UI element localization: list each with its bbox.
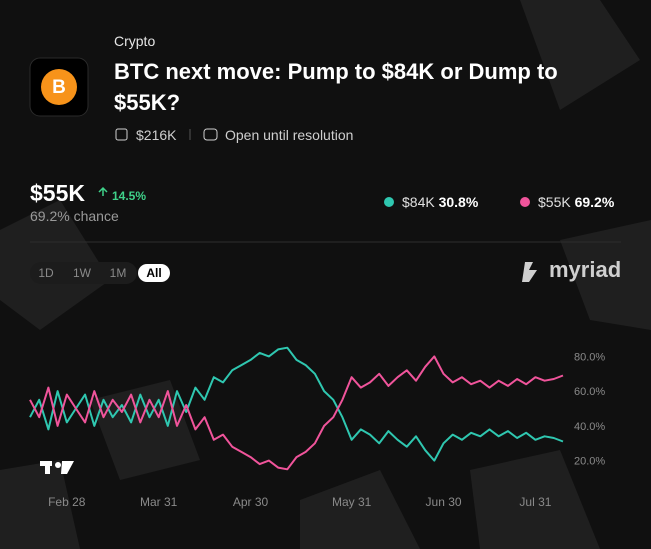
legend-entry[interactable]: $55K 69.2% bbox=[538, 194, 614, 210]
tab-group bbox=[30, 262, 137, 284]
brand: myriad bbox=[549, 257, 622, 282]
legend-dot bbox=[520, 197, 530, 207]
x-tick-label: Feb 28 bbox=[48, 495, 86, 509]
outcome-name: $55K bbox=[30, 180, 85, 206]
legend-value: 30.8% bbox=[438, 194, 479, 210]
legend-entry[interactable]: $84K 30.8% bbox=[402, 194, 478, 210]
volume: $216K bbox=[136, 127, 177, 143]
timeframe-tab[interactable]: 1M bbox=[109, 266, 127, 280]
chance: 69.2% chance bbox=[30, 208, 119, 224]
y-tick-label: 20.0% bbox=[574, 456, 605, 468]
y-tick-label: 40.0% bbox=[574, 421, 605, 433]
legend-name: $84K bbox=[402, 194, 435, 210]
clock-icon bbox=[203, 128, 218, 141]
timeframe-tab[interactable]: All bbox=[138, 264, 170, 282]
x-tick-label: Mar 31 bbox=[140, 495, 178, 509]
market-title: BTC next move: Pump to $84K or Dump to $… bbox=[114, 59, 558, 115]
x-tick-label: Jul 31 bbox=[519, 495, 551, 509]
bitcoin-icon bbox=[41, 69, 77, 105]
x-tick-label: Jun 30 bbox=[426, 495, 462, 509]
timeframe-tab[interactable]: 1W bbox=[73, 266, 91, 280]
change: 14.5% bbox=[112, 189, 147, 203]
y-tick-label: 80.0% bbox=[574, 351, 605, 363]
x-tick-label: May 31 bbox=[332, 495, 372, 509]
legend-dot bbox=[384, 197, 394, 207]
status: Open until resolution bbox=[225, 127, 354, 143]
bitcoin-glyph: B bbox=[52, 77, 66, 98]
series-line bbox=[29, 355, 564, 471]
category: Crypto bbox=[114, 33, 156, 49]
up-arrow bbox=[98, 186, 108, 196]
y-tick-label: 60.0% bbox=[574, 386, 605, 398]
x-tick-label: Apr 30 bbox=[233, 495, 269, 509]
legend-name: $55K bbox=[538, 194, 571, 210]
plot: 20.0% 40.0% 60.0% 80.0% Feb 28 Mar 31 Apr 30 Ma… bbox=[29, 346, 605, 509]
tradingview-logo bbox=[40, 461, 74, 474]
legend-value: 69.2% bbox=[574, 194, 615, 210]
timeframe-tab[interactable]: 1D bbox=[38, 266, 54, 280]
brand-mark bbox=[522, 262, 537, 282]
volume-icon bbox=[115, 128, 128, 141]
